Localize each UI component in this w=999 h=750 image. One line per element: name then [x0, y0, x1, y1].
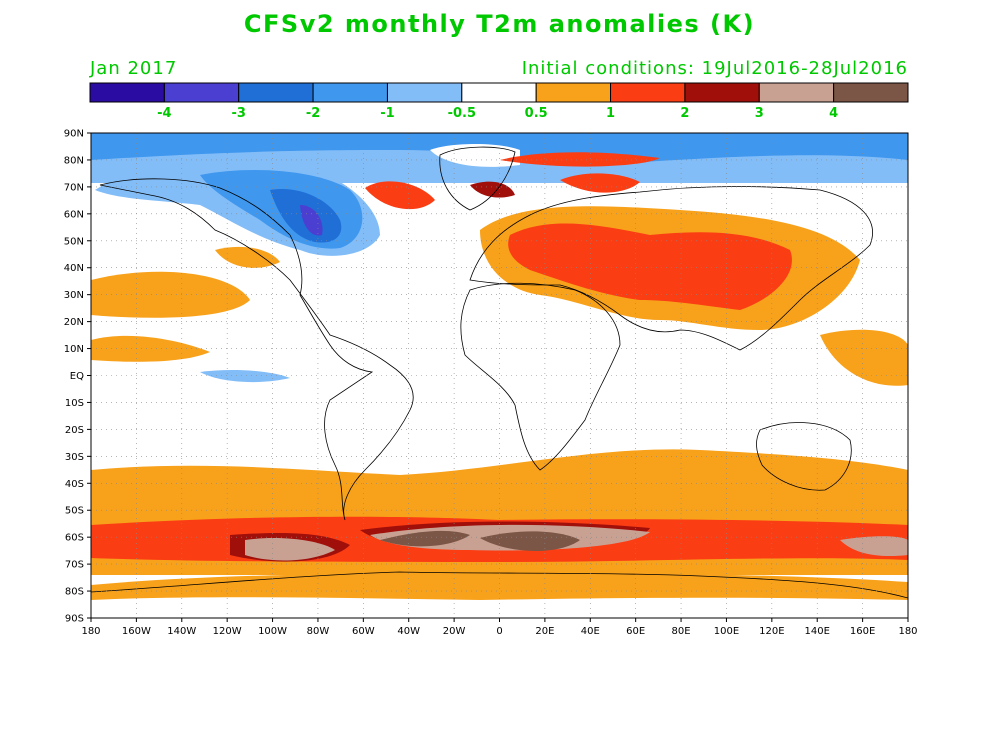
lon-label: 80W	[307, 626, 330, 637]
color-legend-labels: -4 -3 -2 -1 -0.5 0.5 1 2 3 4	[157, 106, 838, 121]
iceland-strong-warm	[470, 181, 515, 198]
lon-label: 40W	[397, 626, 420, 637]
legend-swatch	[461, 82, 537, 103]
legend-swatch	[684, 82, 760, 103]
lat-label: 90S	[65, 614, 84, 625]
west-pacific-warm	[820, 329, 908, 386]
scandinavia-warm	[560, 173, 640, 193]
lat-label: 30N	[64, 290, 84, 301]
legend-swatch	[833, 82, 909, 103]
lat-label: 50S	[65, 506, 84, 517]
lat-label: EQ	[70, 371, 84, 382]
lat-label: 90N	[64, 129, 84, 140]
lon-label: 20E	[535, 626, 554, 637]
forecast-month: Jan 2017	[90, 58, 178, 79]
greenland-coast	[439, 146, 516, 211]
lon-label: 120E	[759, 626, 784, 637]
legend-label: 3	[755, 106, 764, 121]
lat-label: 30S	[65, 452, 84, 463]
legend-swatch	[163, 82, 240, 103]
north-pacific-warm	[91, 271, 250, 318]
equatorial-pacific-cool	[200, 370, 290, 383]
eurasia-warm-core	[508, 223, 792, 310]
legend-swatch	[238, 82, 314, 103]
amundsen-extreme-warm	[245, 538, 335, 561]
lat-label: 80S	[65, 587, 84, 598]
lon-label: 160W	[122, 626, 151, 637]
legend-label: -3	[232, 106, 246, 121]
hudson-bay-strong-cool	[300, 205, 323, 236]
legend-label: 2	[680, 106, 689, 121]
coastlines	[91, 146, 908, 599]
lat-label: 10S	[65, 398, 84, 409]
legend-swatch	[758, 82, 835, 103]
western-us-warm	[215, 246, 280, 268]
lat-label: 50N	[64, 236, 84, 247]
lat-label: 40N	[64, 263, 84, 274]
southern-hemisphere-warm-outer	[91, 449, 908, 520]
lon-label: 100W	[258, 626, 287, 637]
australia-coast	[756, 422, 852, 491]
arctic-russia-warm	[500, 152, 660, 167]
lat-label: 60S	[65, 533, 84, 544]
legend-swatch	[89, 82, 165, 103]
latitude-labels: 90N 80N 70N 60N 50N 40N 30N 20N 10N EQ 10S 20S 30S 40…	[64, 129, 84, 625]
lat-label: 70S	[65, 560, 84, 571]
legend-label: 0.5	[525, 106, 548, 121]
lon-label: 60E	[626, 626, 645, 637]
lon-label: 180	[898, 626, 917, 637]
antarctica-neutral	[91, 597, 908, 618]
legend-swatch	[312, 82, 388, 103]
lat-label: 40S	[65, 479, 84, 490]
lon-label: 120W	[213, 626, 242, 637]
legend-label: -0.5	[448, 106, 476, 121]
legend-label: -2	[306, 106, 320, 121]
lon-label: 100E	[714, 626, 739, 637]
legend-swatch	[386, 82, 463, 103]
map-title: CFSv2 monthly T2m anomalies (K)	[243, 10, 756, 38]
lon-label: 40E	[581, 626, 600, 637]
lon-label: 140E	[805, 626, 830, 637]
lon-label: 180	[81, 626, 100, 637]
lat-label: 20S	[65, 425, 84, 436]
legend-label: -1	[380, 106, 394, 121]
legend-label: -4	[157, 106, 171, 121]
lon-label: 0	[496, 626, 502, 637]
lat-label: 20N	[64, 317, 84, 328]
antarctica-coast	[91, 571, 908, 599]
anomaly-field	[91, 133, 908, 618]
eurasia-coast	[469, 186, 873, 351]
south-atlantic-peak-a	[380, 530, 470, 547]
initial-conditions-label: Initial conditions: 19Jul2016-28Jul2016	[521, 58, 908, 79]
east-pacific-warm	[91, 335, 210, 362]
axis-ticks	[87, 132, 909, 622]
legend-swatch	[610, 82, 686, 103]
longitude-labels: 180 160W 140W 120W 100W 80W 60W 40W 20W 0 20E 40E 60…	[81, 626, 917, 637]
lon-label: 60W	[352, 626, 375, 637]
lat-lon-grid	[91, 133, 908, 618]
lat-label: 70N	[64, 182, 84, 193]
lon-label: 80E	[672, 626, 691, 637]
lon-label: 20W	[443, 626, 466, 637]
lat-label: 60N	[64, 209, 84, 220]
legend-swatch	[535, 82, 612, 103]
legend-label: 4	[829, 106, 838, 121]
lat-label: 10N	[64, 344, 84, 355]
lat-label: 80N	[64, 155, 84, 166]
lon-label: 140W	[167, 626, 196, 637]
legend-label: 1	[606, 106, 615, 121]
south-atlantic-peak-b	[480, 531, 580, 552]
ross-sea-extreme-warm	[840, 536, 908, 557]
americas-coast	[99, 178, 414, 521]
lon-label: 160E	[850, 626, 875, 637]
color-legend	[89, 82, 909, 103]
labrador-sea-warm	[365, 181, 435, 210]
greenland-neutral	[430, 144, 520, 167]
